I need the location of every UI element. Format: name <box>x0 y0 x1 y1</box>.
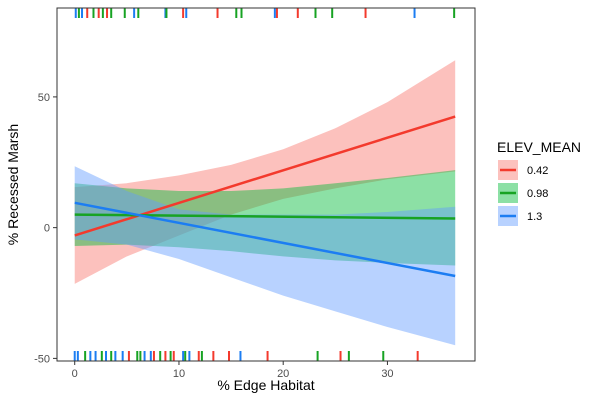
plot-area: 0 10 20 30 -50 0 50 % Edge Habitat % Recessed Ma… <box>5 7 476 393</box>
x-tick-label-1: 10 <box>173 368 185 380</box>
plot-contents <box>73 8 456 361</box>
panel-border <box>56 7 476 362</box>
x-tick-label-0: 0 <box>72 368 78 380</box>
x-tick-label-3: 30 <box>381 368 393 380</box>
legend-label-2: 1.3 <box>527 211 542 223</box>
legend: ELEV_MEAN 0.42 0.98 1.3 <box>497 139 581 226</box>
x-tick-label-2: 20 <box>277 368 289 380</box>
y-tick-label-2: 50 <box>38 92 50 104</box>
legend-label-0: 0.42 <box>527 165 548 177</box>
y-axis-title: % Recessed Marsh <box>5 124 21 245</box>
ci-ribbon-2 <box>74 166 456 346</box>
fit-line-2 <box>74 201 456 278</box>
y-tick-label-1: 0 <box>44 223 50 235</box>
legend-label-1: 0.98 <box>527 188 548 200</box>
ci-ribbon-0 <box>74 60 456 284</box>
y-tick-label-0: -50 <box>34 353 50 365</box>
ci-ribbon-1 <box>74 170 456 266</box>
x-axis-title: % Edge Habitat <box>217 377 314 393</box>
legend-title: ELEV_MEAN <box>497 139 581 155</box>
